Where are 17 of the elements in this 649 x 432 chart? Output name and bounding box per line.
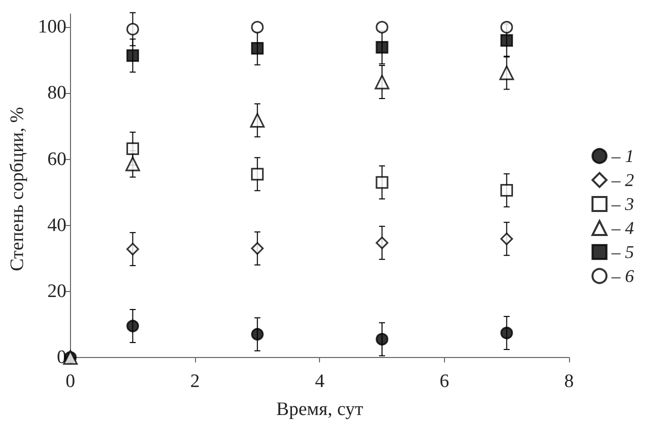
y-tick-label: 60 [47,148,66,170]
x-tick-label: 4 [314,371,325,392]
y-tick-label: 100 [38,16,66,38]
y-tick-label: 20 [47,280,66,302]
legend-label: – 3 [610,194,634,214]
legend-label: – 2 [610,170,634,190]
x-tick-label: 8 [564,371,574,392]
y-axis-title: Степень сорбции, % [7,106,28,272]
y-tick-label: 40 [47,214,66,236]
legend-label: – 6 [610,266,634,286]
legend-label: – 5 [610,242,634,262]
x-axis-title: Время, сут [276,399,364,420]
x-tick-label: 6 [440,371,450,392]
y-tick-label: 80 [47,82,66,104]
x-tick-label: 2 [190,371,200,392]
legend-label: – 1 [610,146,634,166]
legend-label: – 4 [610,218,634,238]
